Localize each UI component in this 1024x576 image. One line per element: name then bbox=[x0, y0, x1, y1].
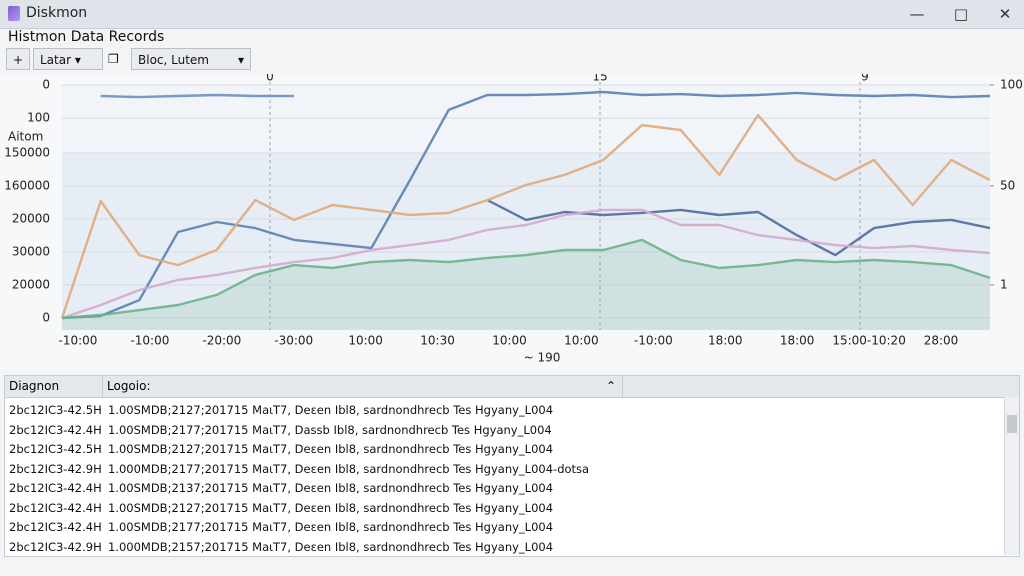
x-tick-label: 10:00 bbox=[348, 334, 383, 348]
x-axis-label: ~ 190 bbox=[524, 351, 561, 365]
x-tick-label: -30:00 bbox=[274, 334, 313, 348]
x-tick-label: -10:00 bbox=[130, 334, 169, 348]
y2-tick-label: 1 bbox=[1000, 277, 1008, 291]
y-tick-label: 0 bbox=[42, 311, 50, 325]
x-tick-label: -10:00 bbox=[59, 334, 98, 348]
table-cell: 1.00SMDB;2137;201715 MaιT7, Deεen Ibl8, … bbox=[108, 481, 554, 495]
top-label: 0 bbox=[266, 74, 274, 84]
top-label: 15 bbox=[592, 74, 607, 84]
x-tick-label: 18:00 bbox=[780, 334, 815, 348]
y2-tick-label: 50 bbox=[1000, 178, 1015, 192]
title-bar: Diskmon — □ ✕ bbox=[0, 0, 1024, 29]
table-row[interactable]: 2bc12IC3-42.5H 1.00SMDB;2127;201715 MaιT7… bbox=[5, 400, 1005, 420]
series-line bbox=[100, 93, 294, 99]
maximize-button[interactable]: □ bbox=[953, 5, 969, 23]
y-tick-label: 160000 bbox=[4, 178, 50, 192]
records-table: Diagnon Logoio: ⌃ 2bc12IC3-42.5H 1.00SMDB;… bbox=[4, 375, 1020, 557]
app-icon bbox=[8, 6, 20, 21]
table-cell: 1.000MDB;2177;201715 MaιT7, Deεen Ibl8, … bbox=[108, 461, 590, 476]
y-tick-label: 0 bbox=[42, 78, 50, 92]
table-cell: 2bc12IC3-42.9H bbox=[9, 461, 102, 476]
table-cell: 2bc12IC3-42.5H bbox=[9, 442, 102, 456]
chart: Aitom ~ 190 0100150000160000200003000020… bbox=[0, 74, 1024, 370]
x-tick-label: 10:30 bbox=[420, 334, 455, 348]
scroll-thumb[interactable] bbox=[1007, 415, 1017, 433]
series-line bbox=[61, 238, 991, 320]
table-row[interactable]: 2bc12IC3-42.9H 1.000MDB;2157;201715 MaιT7… bbox=[5, 537, 1005, 557]
table-cell: 1.00SMDB;2127;201715 MaιT7, Deεen Ibl8, … bbox=[108, 403, 554, 417]
dropdown-label: Bloc, Lutem bbox=[138, 53, 209, 67]
table-cell: 1.00SMDB;2177;201715 MaιT7, Deεen Ibl8, … bbox=[108, 520, 554, 534]
band bbox=[62, 153, 990, 330]
table-cell: 1.00SMDB;2177;201715 MaιT7, Dassb Ibl8, … bbox=[108, 422, 552, 437]
dropdown-label: Latar bbox=[40, 53, 72, 67]
y-tick-label: 30000 bbox=[12, 245, 50, 259]
y-tick-label: 150000 bbox=[4, 146, 50, 160]
series-line bbox=[486, 199, 991, 257]
top-label: 9 bbox=[861, 74, 869, 84]
x-tick-label: 10:00 bbox=[492, 334, 527, 348]
layer-dropdown[interactable]: Latar ▾ bbox=[33, 48, 103, 70]
table-cell: 2bc12IC3-42.4H bbox=[9, 481, 102, 495]
add-button[interactable]: + bbox=[6, 48, 30, 70]
x-tick-label: 15:00-10:20 bbox=[832, 334, 906, 348]
table-row[interactable]: 2bc12IC3-42.5H 1.00SMDB;2127;201715 MaιT7… bbox=[5, 439, 1005, 459]
table-row[interactable]: 2bc12IC3-42.4H 1.00SMDB;2137;201715 MaιT7… bbox=[5, 478, 1005, 498]
scrollbar[interactable] bbox=[1004, 397, 1019, 555]
close-button[interactable]: ✕ bbox=[998, 5, 1012, 23]
x-tick-label: 28:00 bbox=[924, 334, 959, 348]
area bbox=[62, 239, 990, 330]
table-row[interactable]: 2bc12IC3-42.4H 1.00SMDB;2177;201715 MaιT7… bbox=[5, 420, 1005, 440]
y-axis-label: Aitom bbox=[8, 130, 43, 144]
y-tick-label: 20000 bbox=[12, 277, 50, 291]
column-header[interactable]: Diagnon bbox=[5, 376, 103, 397]
table-header: Diagnon Logoio: ⌃ bbox=[5, 376, 1019, 398]
minimize-button[interactable]: — bbox=[909, 5, 925, 23]
series-line bbox=[61, 90, 991, 320]
series-line bbox=[61, 208, 991, 320]
x-tick-label: 18:00 bbox=[708, 334, 743, 348]
table-cell: 1.00SMDB;2127;201715 MaιT7, Deεen Ibl8, … bbox=[108, 442, 554, 456]
table-cell: 2bc12IC3-42.4H bbox=[9, 422, 102, 437]
table-row[interactable]: 2bc12IC3-42.9H 1.000MDB;2177;201715 MaιT7… bbox=[5, 459, 1005, 479]
table-cell: 1.00SMDB;2127;201715 MaιT7, Deεen Ibl8, … bbox=[108, 500, 554, 515]
x-tick-label: -10:00 bbox=[634, 334, 673, 348]
table-cell: 2bc12IC3-42.4H bbox=[9, 520, 102, 534]
block-dropdown[interactable]: Bloc, Lutem ▾ bbox=[131, 48, 251, 70]
table-cell: 1.000MDB;2157;201715 MaιT7, Deεen Ibl8, … bbox=[108, 539, 554, 554]
column-title: Logoio: bbox=[107, 379, 151, 393]
page-header: Histmon Data Records bbox=[8, 29, 165, 45]
copy-icon[interactable]: ❐ bbox=[108, 48, 128, 70]
toolbar: + Latar ▾ ❐ Bloc, Lutem ▾ bbox=[0, 47, 1024, 73]
table-row[interactable]: 2bc12IC3-42.4H 1.00SMDB;2127;201715 MaιT7… bbox=[5, 498, 1005, 518]
column-header[interactable]: Logoio: ⌃ bbox=[103, 376, 623, 397]
y-tick-label: 20000 bbox=[12, 211, 50, 225]
table-cell: 2bc12IC3-42.9H bbox=[9, 539, 102, 554]
y-tick-label: 100 bbox=[27, 111, 50, 125]
table-cell: 2bc12IC3-42.4H bbox=[9, 500, 102, 515]
x-tick-label: 10:00 bbox=[564, 334, 599, 348]
x-tick-label: -20:00 bbox=[202, 334, 241, 348]
series-line bbox=[60, 113, 991, 319]
window-title: Diskmon bbox=[26, 5, 88, 21]
table-row[interactable]: 2bc12IC3-42.4H 1.00SMDB;2177;201715 MaιT7… bbox=[5, 517, 1005, 537]
table-cell: 2bc12IC3-42.5H bbox=[9, 403, 102, 417]
y2-tick-label: 100 bbox=[1000, 78, 1023, 92]
